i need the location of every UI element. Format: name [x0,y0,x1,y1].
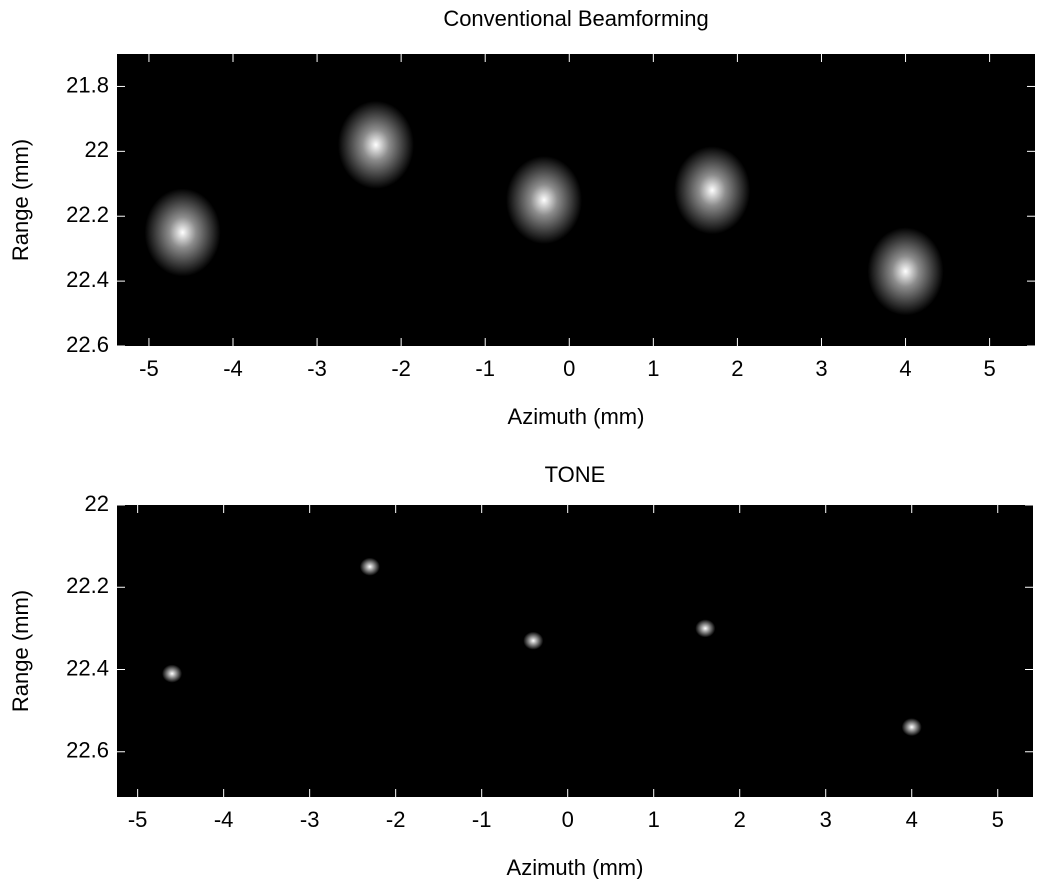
y-tick-label: 22.4 [66,655,109,680]
x-tick-label: -4 [214,807,234,832]
chart-title: TONE [545,462,606,487]
spot [901,718,922,737]
y-tick-label: 22 [85,137,109,162]
x-tick-label: -1 [475,356,495,381]
spot [162,664,183,683]
x-tick-label: 0 [562,807,574,832]
x-tick-label: 4 [906,807,918,832]
y-axis-label: Range (mm) [8,139,33,261]
x-tick-label: -5 [128,807,148,832]
y-tick-label: 22 [85,491,109,516]
x-tick-label: -3 [300,807,320,832]
y-axis-label: Range (mm) [8,590,33,712]
x-tick-label: 2 [734,807,746,832]
spot [337,100,414,189]
spot [144,188,221,277]
y-tick-label: 22.2 [66,573,109,598]
x-tick-label: 3 [820,807,832,832]
x-tick-label: 3 [815,356,827,381]
chart-title: Conventional Beamforming [443,6,708,31]
spot [523,631,544,650]
spot [359,557,380,576]
x-tick-label: 2 [731,356,743,381]
spot [695,619,716,638]
x-tick-label: -1 [472,807,492,832]
x-tick-label: 0 [563,356,575,381]
x-tick-label: 1 [647,356,659,381]
x-tick-label: -2 [386,807,406,832]
x-tick-label: 1 [648,807,660,832]
x-tick-label: 4 [899,356,911,381]
x-axis-label: Azimuth (mm) [507,855,644,879]
x-tick-label: -2 [391,356,411,381]
y-tick-label: 22.6 [66,738,109,763]
x-axis-label: Azimuth (mm) [508,404,645,429]
y-tick-label: 21.8 [66,72,109,97]
plot-area [117,505,1033,797]
y-tick-label: 22.2 [66,202,109,227]
x-tick-label: -5 [139,356,159,381]
spot [506,156,583,244]
spot [867,227,944,316]
x-tick-label: 5 [992,807,1004,832]
x-tick-label: -4 [223,356,243,381]
x-tick-label: 5 [983,356,995,381]
spot [674,146,751,235]
y-tick-label: 22.4 [66,267,109,292]
y-tick-label: 22.6 [66,332,109,357]
x-tick-label: -3 [307,356,327,381]
